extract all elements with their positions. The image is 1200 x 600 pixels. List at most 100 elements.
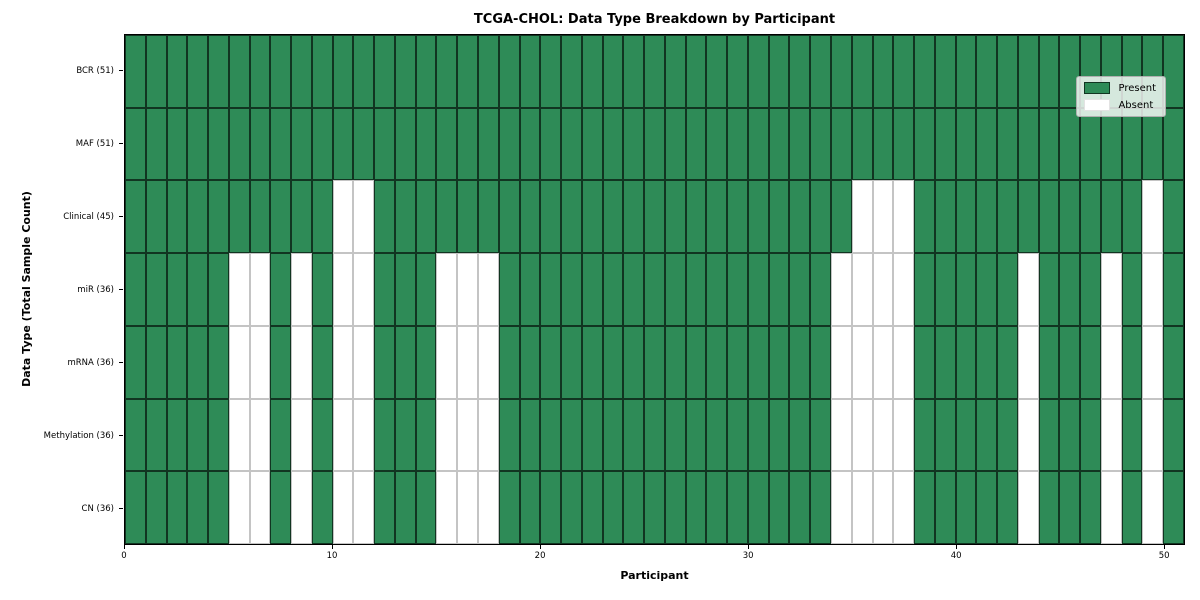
grid-cell xyxy=(394,471,416,544)
grid-cell xyxy=(353,325,375,399)
grid-cell xyxy=(519,325,541,399)
legend-swatch-present xyxy=(1084,82,1111,94)
grid-cell xyxy=(145,253,167,326)
grid-cell xyxy=(291,107,312,181)
y-tick-label: CN (36) xyxy=(81,503,114,514)
grid-cell xyxy=(519,471,541,544)
grid-cell xyxy=(623,35,645,108)
grid-cell xyxy=(436,107,458,181)
grid-cell xyxy=(997,471,1018,544)
grid-cell xyxy=(893,180,915,254)
grid-cell xyxy=(394,253,416,326)
grid-cell xyxy=(623,180,645,254)
grid-cell xyxy=(228,35,250,108)
grid-cell xyxy=(747,107,769,181)
grid-cell xyxy=(166,253,188,326)
grid-cell xyxy=(685,35,707,108)
grid-cell xyxy=(1121,253,1143,326)
grid-cell xyxy=(1142,398,1164,472)
grid-cell xyxy=(311,107,333,181)
grid-cell xyxy=(1059,35,1081,108)
grid-cell xyxy=(228,471,250,544)
grid-cell xyxy=(830,398,852,472)
grid-cell xyxy=(789,180,811,254)
grid-cell xyxy=(145,107,167,181)
grid-cell xyxy=(955,180,977,254)
grid-cell xyxy=(394,180,416,254)
grid-cell xyxy=(706,253,728,326)
grid-cell xyxy=(1121,398,1143,472)
grid-cell xyxy=(1038,35,1060,108)
grid-cell xyxy=(145,35,167,108)
grid-cell xyxy=(934,471,956,544)
grid-cell xyxy=(332,107,354,181)
grid-cell xyxy=(914,35,935,108)
y-tick-mark xyxy=(119,435,123,436)
grid-cell xyxy=(540,471,562,544)
grid-cell xyxy=(644,398,665,472)
grid-cell xyxy=(789,35,811,108)
grid-cell xyxy=(208,107,229,181)
grid-cell xyxy=(955,107,977,181)
grid-cell xyxy=(1059,253,1081,326)
grid-cell xyxy=(540,107,562,181)
grid-cell xyxy=(1163,107,1184,181)
grid-cell xyxy=(270,180,292,254)
grid-cell xyxy=(1059,180,1081,254)
grid-cell xyxy=(374,107,395,181)
grid-cell xyxy=(1142,107,1164,181)
x-tick-mark xyxy=(1164,545,1166,549)
legend-label-present: Present xyxy=(1118,82,1156,94)
grid-cell xyxy=(1017,35,1039,108)
grid-cell xyxy=(498,398,520,472)
grid-cell xyxy=(561,325,582,399)
grid-cell xyxy=(1163,35,1184,108)
grid-cell xyxy=(893,471,915,544)
grid-cell xyxy=(311,180,333,254)
grid-cell xyxy=(415,398,437,472)
grid-cell xyxy=(747,398,769,472)
grid-cell xyxy=(851,471,873,544)
grid-cell xyxy=(872,398,894,472)
y-tick-label: MAF (51) xyxy=(75,138,114,149)
legend-item-absent: Absent xyxy=(1084,99,1156,111)
grid-cell xyxy=(1100,253,1122,326)
grid-cell xyxy=(249,107,271,181)
y-tick-mark xyxy=(119,289,123,290)
grid-cell xyxy=(353,398,375,472)
grid-cell xyxy=(830,253,852,326)
grid-cell xyxy=(1059,107,1081,181)
grid-cell xyxy=(1017,398,1039,472)
grid-cell xyxy=(125,35,146,108)
grid-cell xyxy=(830,471,852,544)
grid-cell xyxy=(1038,107,1060,181)
grid-cell xyxy=(353,471,375,544)
grid-cell xyxy=(457,180,478,254)
grid-cell xyxy=(477,107,499,181)
grid-cell xyxy=(810,35,831,108)
grid-cell xyxy=(332,253,354,326)
grid-cell xyxy=(1163,471,1184,544)
grid-cell xyxy=(1017,253,1039,326)
grid-cell xyxy=(1080,325,1101,399)
grid-cell xyxy=(166,471,188,544)
grid-cell xyxy=(810,107,831,181)
grid-cell xyxy=(332,325,354,399)
grid-cell xyxy=(997,180,1018,254)
grid-cell xyxy=(727,253,748,326)
grid-cell xyxy=(394,107,416,181)
grid-cell xyxy=(1080,180,1101,254)
grid-cell xyxy=(540,253,562,326)
grid-cell xyxy=(291,253,312,326)
grid-cell xyxy=(1080,253,1101,326)
grid-cell xyxy=(685,398,707,472)
grid-cell xyxy=(997,325,1018,399)
grid-cell xyxy=(664,253,686,326)
grid-cell xyxy=(125,180,146,254)
grid-cell xyxy=(1163,398,1184,472)
legend: Present Absent xyxy=(1076,76,1166,117)
y-tick-mark xyxy=(119,216,123,217)
grid-cell xyxy=(581,398,603,472)
grid-cell xyxy=(270,107,292,181)
grid-cell xyxy=(436,253,458,326)
